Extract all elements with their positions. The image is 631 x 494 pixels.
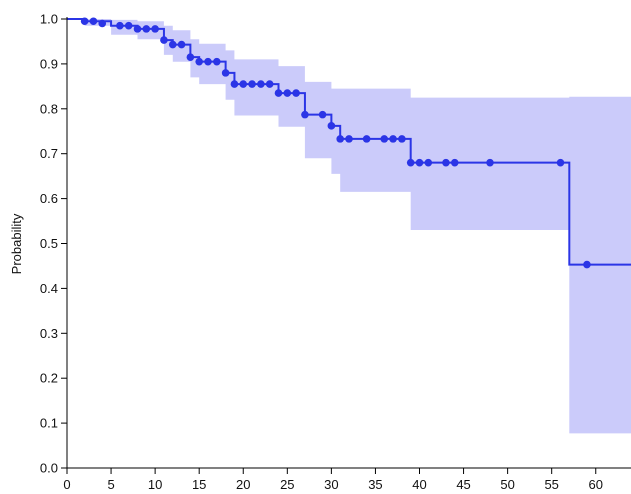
censor-point-6 <box>142 25 151 33</box>
y-tick-label-4: 0.4 <box>40 281 58 296</box>
x-tick-label-5: 25 <box>280 477 294 492</box>
censor-point-36 <box>442 158 450 167</box>
censor-point-24 <box>301 110 309 119</box>
censored-points-layer <box>80 17 591 269</box>
censor-point-40 <box>583 260 591 269</box>
censor-point-5 <box>133 25 142 33</box>
censor-point-1 <box>89 17 98 26</box>
confidence-band-layer <box>67 19 631 434</box>
censor-point-20 <box>265 80 274 88</box>
censor-point-32 <box>398 135 406 143</box>
censor-point-34 <box>415 158 424 167</box>
censor-point-13 <box>204 57 212 66</box>
censor-point-26 <box>327 122 336 130</box>
y-tick-label-5: 0.5 <box>40 236 58 251</box>
censor-point-18 <box>248 80 256 88</box>
x-tick-label-4: 20 <box>236 477 250 492</box>
y-tick-label-2: 0.2 <box>40 371 58 386</box>
censor-point-31 <box>389 135 397 143</box>
censor-point-9 <box>168 40 177 49</box>
censor-point-15 <box>221 69 230 77</box>
y-tick-label-6: 0.6 <box>40 191 58 206</box>
y-tick-label-3: 0.3 <box>40 326 58 341</box>
censor-point-14 <box>213 57 221 66</box>
censor-point-23 <box>292 89 300 97</box>
x-tick-label-6: 30 <box>324 477 338 492</box>
y-tick-label-8: 0.8 <box>40 101 58 116</box>
x-tick-label-8: 40 <box>412 477 426 492</box>
censor-point-38 <box>486 158 494 167</box>
x-tick-label-1: 5 <box>107 477 114 492</box>
y-tick-label-1: 0.1 <box>40 416 58 431</box>
censor-point-2 <box>98 19 107 28</box>
censor-point-17 <box>239 80 248 88</box>
censor-point-25 <box>318 110 327 119</box>
censor-point-30 <box>380 135 389 143</box>
x-tick-label-3: 15 <box>192 477 206 492</box>
censor-point-39 <box>556 158 565 167</box>
censor-point-16 <box>230 80 239 88</box>
censor-point-28 <box>345 135 353 143</box>
x-tick-label-0: 0 <box>63 477 70 492</box>
censor-point-33 <box>406 158 415 167</box>
x-tick-label-7: 35 <box>368 477 382 492</box>
censor-point-35 <box>424 158 433 167</box>
y-tick-label-10: 1.0 <box>40 12 58 27</box>
censor-point-12 <box>195 57 203 66</box>
censor-point-0 <box>80 17 89 26</box>
censor-point-8 <box>160 36 168 44</box>
confidence-band <box>67 19 631 434</box>
x-tick-label-11: 55 <box>544 477 558 492</box>
axes: 0.0 0.1 0.2 0.3 0.4 0.5 0.6 0.7 0.8 0.9 1.0 0 5 10 15 2… <box>40 12 631 492</box>
y-tick-label-9: 0.9 <box>40 56 58 71</box>
censor-point-10 <box>177 40 186 49</box>
censor-point-22 <box>283 89 292 97</box>
censor-point-37 <box>450 158 459 167</box>
censor-point-21 <box>274 89 283 97</box>
y-tick-label-0: 0.0 <box>40 461 58 476</box>
y-tick-label-7: 0.7 <box>40 146 58 161</box>
x-tick-label-12: 60 <box>589 477 603 492</box>
censor-point-29 <box>362 135 371 143</box>
censor-point-7 <box>151 25 159 33</box>
censor-point-27 <box>336 135 344 143</box>
x-tick-label-9: 45 <box>456 477 470 492</box>
x-tick-label-10: 50 <box>500 477 514 492</box>
censor-point-11 <box>186 53 195 61</box>
x-tick-label-2: 10 <box>148 477 162 492</box>
censor-point-3 <box>116 21 124 30</box>
censor-point-4 <box>124 21 133 30</box>
censor-point-19 <box>257 80 265 88</box>
y-axis-label: Probability <box>9 213 24 274</box>
